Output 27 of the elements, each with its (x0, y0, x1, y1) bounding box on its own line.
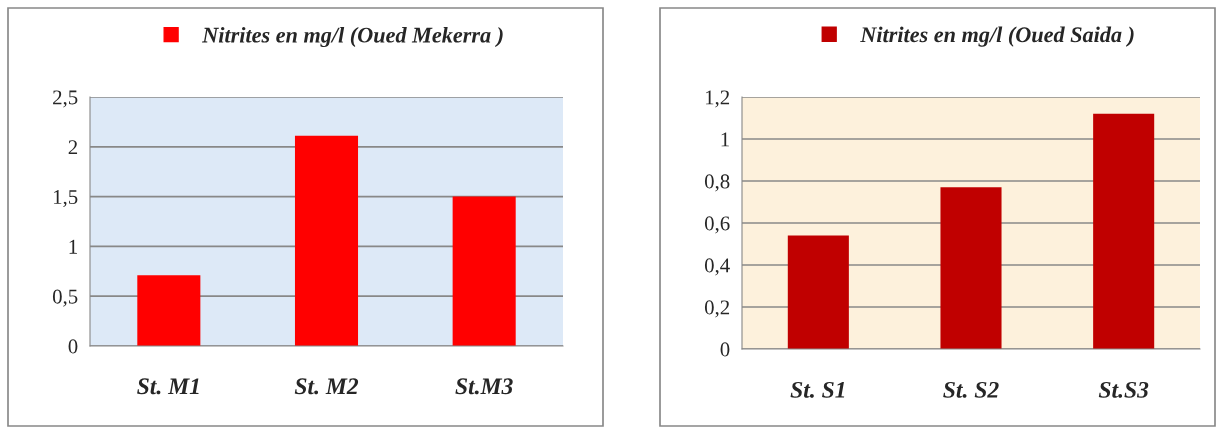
x-tick-label: St.S3 (1098, 381, 1149, 398)
x-tick-label: St. S1 (790, 381, 845, 398)
legend-label: Nitrites en mg/l (Oued Mekerra ) (202, 26, 503, 48)
y-tick-label: 0 (68, 339, 78, 354)
y-tick-label: 0 (720, 342, 730, 357)
bar (940, 187, 1002, 349)
y-tick-label: 0,6 (704, 216, 730, 234)
x-tick-label: St.M3 (455, 378, 513, 395)
x-tick-label: St. S2 (943, 381, 999, 398)
y-tick-label: 0,2 (704, 300, 730, 318)
bar (137, 275, 201, 346)
bar (452, 196, 516, 346)
y-tick-label: 1,5 (53, 190, 78, 208)
bar (787, 235, 849, 349)
y-tick-label: 0,5 (52, 289, 78, 307)
legend-label: Nitrites en mg/l (Oued Saida ) (860, 26, 1134, 47)
y-tick-label: 1,2 (705, 90, 730, 108)
bar (294, 135, 359, 346)
y-tick-label: 2 (68, 140, 78, 155)
bar (1093, 113, 1155, 349)
y-tick-label: 0,8 (704, 174, 730, 192)
x-tick-label: St. M1 (137, 378, 199, 395)
y-tick-label: 1 (69, 239, 77, 254)
y-tick-label: 0,4 (704, 258, 730, 276)
y-tick-label: 2,5 (53, 90, 78, 108)
x-tick-label: St. M2 (294, 378, 359, 395)
y-tick-label: 1 (721, 132, 729, 147)
